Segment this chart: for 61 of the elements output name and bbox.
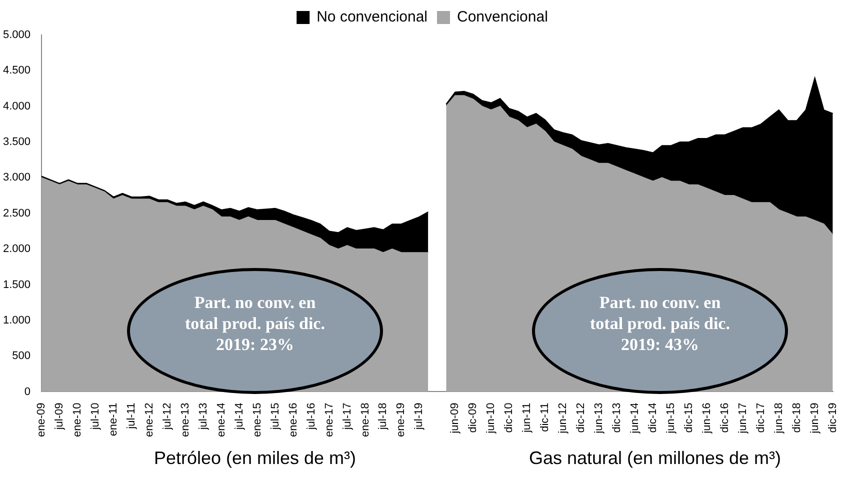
x-tick-label: ene-14 <box>215 402 228 438</box>
x-tick-label: jun-15 <box>664 402 677 434</box>
x-tick-label: jul-10 <box>90 402 102 431</box>
x-tick-label: dic-19 <box>826 402 839 433</box>
x-tick-label: jun-09 <box>449 402 462 434</box>
x-tick-label: jun-19 <box>808 402 821 434</box>
x-tick-label: jul-15 <box>269 402 282 431</box>
x-tick-label: jun-11 <box>521 402 534 434</box>
y-tick-label: 3.500 <box>2 136 31 148</box>
x-tick-label: jul-11 <box>125 402 138 430</box>
x-tick-label: jul-12 <box>161 402 174 431</box>
x-tick-label: ene-16 <box>287 402 300 438</box>
legend-label: Convencional <box>457 8 548 26</box>
y-tick-label: 4.000 <box>2 100 31 112</box>
y-tick-label: 0 <box>24 386 31 398</box>
x-tick-label: dic-18 <box>790 402 803 433</box>
x-tick-label: dic-13 <box>611 402 624 433</box>
annotation: Part. no conv. en total prod. país dic. 2019: 43% <box>589 292 731 355</box>
x-tick-label: ene-12 <box>143 402 156 438</box>
x-tick-label: ene-11 <box>107 402 120 436</box>
x-tick-label: jun-14 <box>629 402 642 434</box>
text: Gas natural (en millones de m³) <box>528 448 782 469</box>
y-tick-label: 5.000 <box>2 29 31 42</box>
x-tick-label: dic-15 <box>682 402 695 433</box>
annotation: Part. no conv. en total prod. país dic. 2019: 23% <box>184 292 326 355</box>
x-tick-label: jul-18 <box>377 402 390 431</box>
x-tick-label: dic-09 <box>467 402 480 433</box>
x-tick-label: ene-13 <box>179 402 192 438</box>
x-tick-label: ene-18 <box>359 402 372 438</box>
x-tick-label: dic-12 <box>575 402 588 433</box>
x-tick-label: jul-14 <box>233 402 246 431</box>
x-tick-label: ene-19 <box>395 402 408 438</box>
x-tick-label: jun-16 <box>700 402 713 434</box>
x-tick-label: dic-11 <box>539 402 552 432</box>
x-tick-label: jul-13 <box>197 402 210 431</box>
x-tick-label: jul-19 <box>413 402 426 431</box>
x-tick-label: ene-15 <box>251 402 264 438</box>
y-tick-label: 500 <box>12 350 31 362</box>
x-tick-label: dic-10 <box>503 402 516 433</box>
x-tick-label: jun-13 <box>593 402 606 434</box>
y-tick-label: 4.500 <box>2 64 31 77</box>
x-tick-label: dic-16 <box>718 402 731 433</box>
y-tick-label: 1.000 <box>2 314 31 326</box>
x-tick-label: ene-10 <box>72 402 84 438</box>
x-tick-label: jun-10 <box>485 402 498 434</box>
x-tick-label: jul-16 <box>305 402 318 431</box>
x-tick-label: dic-14 <box>646 402 659 433</box>
x-tick-label: ene-09 <box>36 402 48 438</box>
x-tick-label: jun-17 <box>736 402 749 434</box>
x-tick-label: jun-18 <box>772 402 785 434</box>
x-tick-label: ene-17 <box>323 402 336 438</box>
x-tick-label: jul-09 <box>54 402 66 431</box>
text: Petróleo (en miles de m³) <box>152 448 358 469</box>
y-tick-label: 2.500 <box>2 207 31 220</box>
y-tick-label: 3.000 <box>2 172 31 184</box>
x-tick-label: jun-12 <box>557 402 570 434</box>
x-tick-label: jul-17 <box>341 402 354 431</box>
y-tick-label: 2.000 <box>2 243 31 256</box>
legend-label: No convencional <box>316 8 428 26</box>
y-tick-label: 1.500 <box>2 278 31 291</box>
x-tick-label: dic-17 <box>754 402 767 433</box>
